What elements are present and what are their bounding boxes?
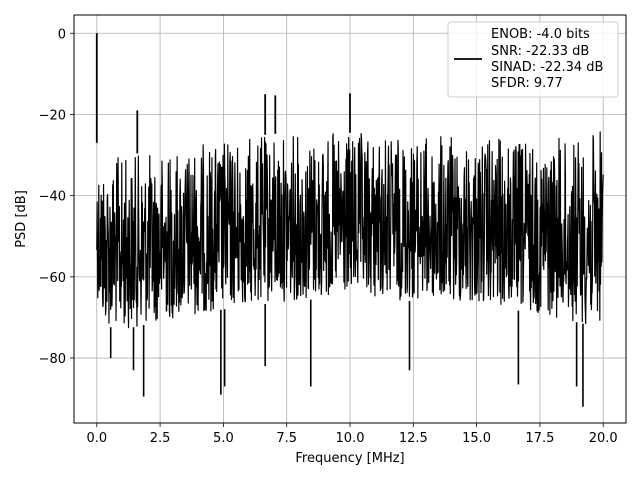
x-tick-label: 7.5 bbox=[276, 431, 297, 446]
legend-snr: SNR: -22.33 dB bbox=[491, 44, 589, 59]
psd-noise-trace bbox=[96, 131, 604, 329]
x-tick-label: 5.0 bbox=[213, 431, 234, 446]
y-axis-label: PSD [dB] bbox=[14, 190, 29, 248]
y-tick-label: −20 bbox=[39, 108, 66, 123]
x-tick-label: 2.5 bbox=[150, 431, 171, 446]
x-axis-label: Frequency [MHz] bbox=[295, 451, 404, 466]
x-tick-label: 15.0 bbox=[462, 431, 491, 446]
y-axis: 0 −20 −40 −60 −80 bbox=[39, 27, 74, 367]
legend-sinad: SINAD: -22.34 dB bbox=[491, 60, 603, 75]
x-tick-label: 0.0 bbox=[86, 431, 107, 446]
legend: ENOB: -4.0 bits SNR: -22.33 dB SINAD: -2… bbox=[447, 21, 619, 98]
x-tick-label: 17.5 bbox=[525, 431, 554, 446]
y-tick-label: −60 bbox=[39, 271, 66, 286]
legend-box bbox=[447, 21, 619, 98]
x-tick-label: 20.0 bbox=[589, 431, 618, 446]
x-axis: 0.0 2.5 5.0 7.5 10.0 12.5 15.0 17.5 20.0 bbox=[86, 423, 618, 446]
y-tick-label: 0 bbox=[58, 27, 66, 42]
legend-enob: ENOB: -4.0 bits bbox=[491, 27, 590, 42]
y-tick-label: −80 bbox=[39, 352, 66, 367]
x-tick-label: 10.0 bbox=[336, 431, 365, 446]
series-group bbox=[95, 33, 604, 407]
legend-sfdr: SFDR: 9.77 bbox=[491, 76, 563, 91]
plot-area bbox=[95, 33, 604, 407]
x-tick-label: 12.5 bbox=[399, 431, 428, 446]
y-tick-label: −40 bbox=[39, 190, 66, 205]
